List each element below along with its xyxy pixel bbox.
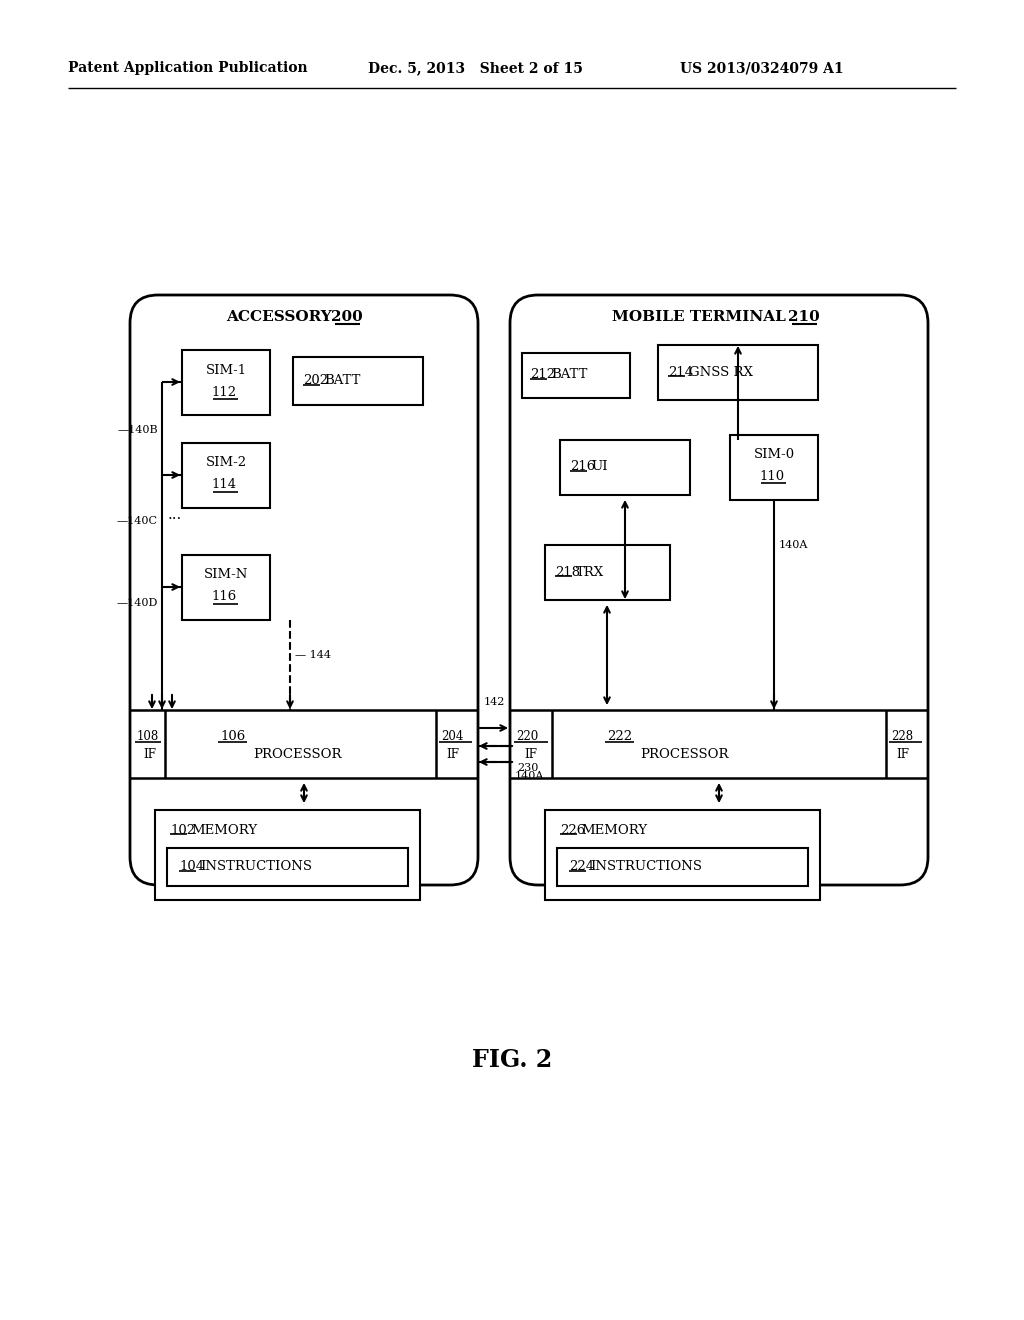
Text: 228: 228 [891, 730, 913, 742]
Text: 140A: 140A [515, 771, 545, 781]
Text: 200: 200 [331, 310, 362, 323]
Text: SIM-0: SIM-0 [754, 449, 795, 462]
Text: TRX: TRX [577, 565, 604, 578]
Text: 216: 216 [570, 461, 595, 474]
Text: —140C: —140C [117, 516, 158, 525]
Text: MOBILE TERMINAL: MOBILE TERMINAL [612, 310, 786, 323]
Text: BATT: BATT [551, 368, 588, 381]
Text: IF: IF [143, 747, 156, 760]
Text: 226: 226 [560, 824, 586, 837]
Bar [545, 545, 670, 601]
Text: INSTRUCTIONS: INSTRUCTIONS [200, 861, 312, 874]
Bar [730, 436, 818, 500]
Text: 114: 114 [211, 479, 237, 491]
Bar [155, 810, 420, 900]
Text: 142: 142 [483, 697, 505, 708]
Bar [522, 352, 630, 399]
Text: 212: 212 [530, 368, 555, 381]
Text: 220: 220 [516, 730, 539, 742]
Text: PROCESSOR: PROCESSOR [640, 747, 728, 760]
Text: 224: 224 [569, 861, 594, 874]
Bar [167, 847, 408, 886]
Text: US 2013/0324079 A1: US 2013/0324079 A1 [680, 61, 844, 75]
Text: IF: IF [896, 747, 909, 760]
Text: IF: IF [524, 747, 537, 760]
Text: 210: 210 [788, 310, 820, 323]
Text: PROCESSOR: PROCESSOR [253, 747, 341, 760]
Bar [182, 554, 270, 620]
Bar [658, 345, 818, 400]
Text: 202: 202 [303, 375, 328, 388]
Text: ...: ... [168, 508, 182, 521]
Bar [560, 440, 690, 495]
Bar [182, 444, 270, 508]
Text: 112: 112 [211, 385, 237, 399]
FancyBboxPatch shape [130, 294, 478, 884]
Bar [545, 810, 820, 900]
Text: GNSS RX: GNSS RX [689, 366, 753, 379]
Text: FIG. 2: FIG. 2 [472, 1048, 552, 1072]
FancyBboxPatch shape [510, 294, 928, 884]
Bar [557, 847, 808, 886]
Text: SIM-N: SIM-N [204, 569, 248, 582]
Text: —140B: —140B [118, 425, 158, 436]
Text: 116: 116 [211, 590, 237, 603]
Text: BATT: BATT [325, 375, 360, 388]
Text: 222: 222 [607, 730, 632, 742]
Text: SIM-1: SIM-1 [206, 363, 247, 376]
Text: 108: 108 [137, 730, 160, 742]
Text: SIM-2: SIM-2 [206, 457, 247, 470]
Text: 106: 106 [220, 730, 246, 742]
Text: 140A: 140A [779, 540, 808, 550]
Text: 110: 110 [760, 470, 784, 483]
Text: Patent Application Publication: Patent Application Publication [68, 61, 307, 75]
Text: 204: 204 [441, 730, 464, 742]
Text: —140D: —140D [117, 598, 158, 609]
Text: UI: UI [591, 461, 607, 474]
Text: IF: IF [446, 747, 459, 760]
Text: MEMORY: MEMORY [191, 824, 257, 837]
Bar [182, 350, 270, 414]
Text: 104: 104 [179, 861, 204, 874]
Bar [293, 356, 423, 405]
Text: ACCESSORY: ACCESSORY [226, 310, 332, 323]
Text: 214: 214 [668, 366, 693, 379]
Text: 102: 102 [170, 824, 196, 837]
Text: INSTRUCTIONS: INSTRUCTIONS [590, 861, 702, 874]
Text: — 144: — 144 [295, 649, 331, 660]
Text: 230: 230 [517, 763, 539, 774]
Text: MEMORY: MEMORY [581, 824, 647, 837]
Text: Dec. 5, 2013   Sheet 2 of 15: Dec. 5, 2013 Sheet 2 of 15 [368, 61, 583, 75]
Text: 218: 218 [555, 565, 581, 578]
